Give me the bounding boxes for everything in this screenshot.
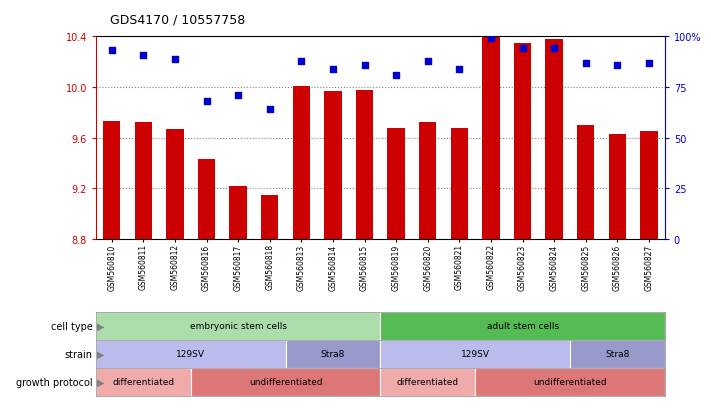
Bar: [191, 368, 380, 396]
Bar: [514, 43, 531, 240]
Point: [201, 99, 213, 105]
Bar: [286, 340, 380, 368]
Text: Stra8: Stra8: [605, 349, 629, 358]
Point: [517, 46, 528, 52]
Text: ▶: ▶: [97, 321, 105, 331]
Text: differentiated: differentiated: [397, 377, 459, 387]
Point: [169, 56, 181, 63]
Text: Stra8: Stra8: [321, 349, 345, 358]
Bar: [570, 340, 665, 368]
Point: [548, 46, 560, 52]
Bar: [380, 368, 475, 396]
Point: [359, 62, 370, 69]
Point: [454, 66, 465, 73]
Point: [643, 60, 655, 67]
Text: cell type: cell type: [50, 321, 92, 331]
Text: adult stem cells: adult stem cells: [486, 321, 559, 330]
Bar: [475, 368, 665, 396]
Bar: [577, 126, 594, 240]
Text: undifferentiated: undifferentiated: [249, 377, 322, 387]
Bar: [230, 186, 247, 240]
Point: [327, 66, 338, 73]
Point: [232, 93, 244, 99]
Text: growth protocol: growth protocol: [16, 377, 92, 387]
Bar: [641, 132, 658, 240]
Text: 129SV: 129SV: [461, 349, 490, 358]
Bar: [96, 312, 380, 340]
Text: undifferentiated: undifferentiated: [533, 377, 606, 387]
Bar: [609, 135, 626, 240]
Bar: [293, 86, 310, 240]
Text: transformed count: transformed count: [121, 412, 212, 413]
Bar: [356, 90, 373, 240]
Point: [106, 48, 117, 55]
Bar: [261, 195, 279, 240]
Bar: [545, 40, 563, 240]
Bar: [103, 122, 120, 240]
Text: strain: strain: [65, 349, 92, 359]
Bar: [96, 368, 191, 396]
Point: [611, 62, 623, 69]
Text: embryonic stem cells: embryonic stem cells: [190, 321, 287, 330]
Text: 129SV: 129SV: [176, 349, 205, 358]
Bar: [451, 128, 468, 240]
Bar: [198, 160, 215, 240]
Bar: [419, 123, 437, 240]
Text: differentiated: differentiated: [112, 377, 174, 387]
Text: ■: ■: [103, 412, 114, 413]
Bar: [387, 128, 405, 240]
Bar: [134, 123, 152, 240]
Bar: [166, 130, 183, 240]
Point: [486, 36, 497, 43]
Bar: [380, 340, 570, 368]
Point: [580, 60, 592, 67]
Bar: [324, 92, 342, 240]
Point: [264, 107, 275, 113]
Bar: [380, 312, 665, 340]
Text: GDS4170 / 10557758: GDS4170 / 10557758: [110, 14, 245, 27]
Point: [138, 52, 149, 59]
Bar: [482, 37, 500, 240]
Text: ▶: ▶: [97, 349, 105, 359]
Bar: [96, 340, 286, 368]
Point: [296, 58, 307, 65]
Text: ▶: ▶: [97, 377, 105, 387]
Point: [422, 58, 434, 65]
Point: [390, 72, 402, 79]
